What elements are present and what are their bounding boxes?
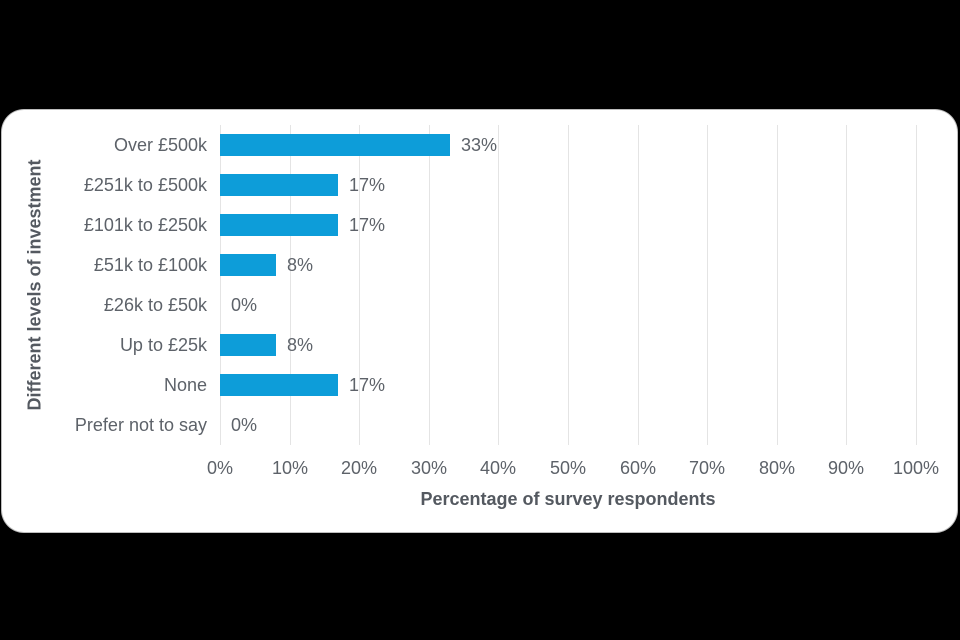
gridline [707, 125, 708, 445]
bar [220, 334, 276, 356]
bar [220, 374, 338, 396]
value-label: 8% [287, 335, 314, 355]
value-label: 17% [349, 175, 386, 195]
x-tick-label: 20% [340, 458, 378, 478]
value-label: 0% [231, 295, 258, 315]
x-tick-label: 10% [271, 458, 309, 478]
value-label: 33% [461, 135, 498, 155]
bar-row: 17% [220, 365, 916, 405]
category-label: £251k to £500k [83, 175, 207, 195]
x-tick-label: 40% [479, 458, 517, 478]
x-tick-label: 60% [619, 458, 657, 478]
gridline [846, 125, 847, 445]
gridline [916, 125, 917, 445]
x-tick-label: 90% [827, 458, 865, 478]
bar-row: 0% [220, 285, 916, 325]
gridline [498, 125, 499, 445]
category-label: Up to £25k [119, 335, 207, 355]
gridline [568, 125, 569, 445]
bar-row: 8% [220, 325, 916, 365]
plot-area: 33% 17% 17% 8% 0% 8% 17% 0% [220, 125, 917, 445]
gridline [777, 125, 778, 445]
bar-row: 33% [220, 125, 916, 165]
gridline [359, 125, 360, 445]
bar [220, 214, 338, 236]
category-label: None [163, 375, 207, 395]
category-label: Over £500k [113, 135, 207, 155]
value-label: 17% [349, 375, 386, 395]
value-label: 8% [287, 255, 314, 275]
category-label: £101k to £250k [83, 215, 207, 235]
x-axis-ticks: 0% 10% 20% 30% 40% 50% 60% 70% 80% 90% 100% [207, 457, 939, 479]
chart-card: Different levels of investment Over £500… [2, 110, 957, 532]
bar-row: 17% [220, 205, 916, 245]
category-labels: Over £500k £251k to £500k £101k to £250k £5… [2, 125, 207, 445]
bar [220, 134, 450, 156]
value-label: 17% [349, 215, 386, 235]
x-tick-label: 70% [688, 458, 726, 478]
bar [220, 174, 338, 196]
category-label: £26k to £50k [103, 295, 207, 315]
gridline [638, 125, 639, 445]
value-label: 0% [231, 415, 258, 435]
bar [220, 254, 276, 276]
x-axis-title: Percentage of survey respondents [420, 489, 716, 509]
x-tick-label: 30% [410, 458, 448, 478]
x-tick-label: 50% [549, 458, 587, 478]
gridline [220, 125, 221, 445]
x-tick-label: 80% [758, 458, 796, 478]
category-label: £51k to £100k [93, 255, 207, 275]
bar-row: 8% [220, 245, 916, 285]
x-tick-label: 100% [892, 458, 940, 478]
bar-row: 0% [220, 405, 916, 445]
bar-row: 17% [220, 165, 916, 205]
gridline [429, 125, 430, 445]
x-tick-label: 0% [206, 458, 233, 478]
gridline [290, 125, 291, 445]
category-label: Prefer not to say [74, 415, 207, 435]
